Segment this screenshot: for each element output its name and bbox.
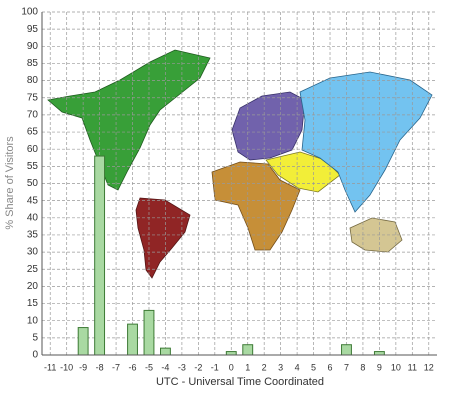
x-tick-label: -11 (44, 362, 56, 372)
bar (143, 309, 155, 356)
x-tick-label: -6 (129, 362, 137, 372)
y-tick-label: 45 (27, 195, 39, 206)
y-tick-label: 50 (27, 178, 39, 189)
x-tick-label: 7 (344, 362, 349, 372)
x-tick-label: 11 (408, 362, 417, 372)
y-tick-label: 25 (27, 264, 39, 275)
y-tick-label: 0 (32, 350, 38, 361)
y-axis-title: % Share of Visitors (4, 136, 16, 230)
y-tick-label: 70 (27, 110, 39, 121)
x-tick-label: -4 (161, 362, 169, 372)
x-tick-label: 12 (424, 362, 434, 372)
x-tick-label: -8 (96, 362, 104, 372)
y-tick-label: 85 (27, 58, 39, 69)
y-tick-label: 15 (27, 298, 39, 309)
x-tick-label: -10 (60, 362, 73, 372)
bar (94, 155, 106, 356)
x-tick-label: -9 (79, 362, 87, 372)
x-tick-label: -5 (145, 362, 153, 372)
y-tick-label: 10 (27, 315, 39, 326)
world-map (47, 49, 433, 279)
x-tick-label: 10 (391, 362, 401, 372)
x-tick-label: 8 (360, 362, 365, 372)
y-tick-label: 35 (27, 230, 39, 241)
y-tick-label: 95 (27, 24, 39, 35)
asia (299, 71, 433, 213)
y-tick-label: 80 (27, 75, 39, 86)
x-tick-label: 0 (229, 362, 234, 372)
x-tick-label: 1 (245, 362, 250, 372)
x-tick-label: 6 (328, 362, 333, 372)
y-tick-label: 20 (27, 281, 39, 292)
africa (211, 161, 301, 251)
bar (127, 323, 138, 356)
x-tick-label: 4 (295, 362, 300, 372)
bar (373, 351, 385, 356)
y-tick-label: 65 (27, 127, 39, 138)
y-tick-label: 75 (27, 92, 39, 103)
x-tick-label: 9 (377, 362, 382, 372)
x-axis-title: UTC - Universal Time Coordinated (156, 376, 324, 388)
bar (225, 351, 237, 356)
north-america (47, 49, 211, 191)
y-tick-label: 40 (27, 212, 39, 223)
y-tick-label: 30 (27, 247, 39, 258)
bar (160, 347, 171, 356)
bar (242, 344, 254, 356)
x-tick-label: 5 (311, 362, 316, 372)
bar (77, 327, 89, 356)
europe (231, 91, 306, 161)
x-tick-label: -2 (194, 362, 202, 372)
x-tick-label: -1 (211, 362, 219, 372)
bar (341, 344, 352, 356)
y-tick-label: 55 (27, 161, 39, 172)
x-tick-label: -3 (178, 362, 186, 372)
y-tick-label: 90 (27, 41, 39, 52)
x-tick-label: -7 (112, 362, 120, 372)
x-tick-label: 2 (262, 362, 267, 372)
y-tick-label: 60 (27, 144, 39, 155)
y-tick-label: 100 (21, 7, 38, 18)
x-tick-label: 3 (278, 362, 283, 372)
y-tick-label: 5 (32, 332, 38, 343)
